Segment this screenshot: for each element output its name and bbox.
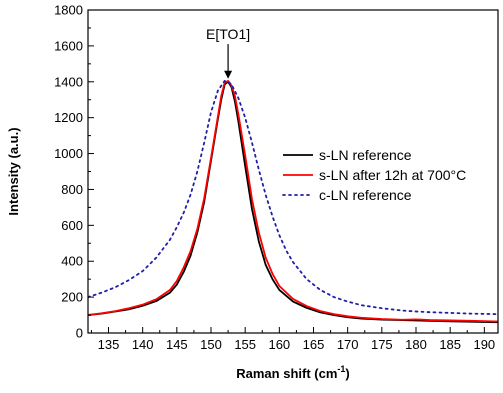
y-axis-title: Intensity (a.u.) [6,127,21,215]
x-tick-label: 135 [98,337,120,352]
series-line-2 [88,79,498,323]
x-tick-label: 165 [303,337,325,352]
y-ticks: 0 200 400 600 800 1000 1200 1400 1600 1800 [54,3,94,341]
y-tick-label: 600 [61,218,83,233]
y-tick-label: 400 [61,254,83,269]
x-tick-label: 140 [132,337,154,352]
peak-annotation-label: E[TO1] [206,26,250,42]
x-axis-title-suffix: ) [345,366,349,381]
series-line-1 [88,80,498,324]
y-tick-label: 1200 [54,110,83,125]
x-tick-label: 185 [439,337,461,352]
series-line-3 [88,79,498,316]
legend: s-LN reference s-LN after 12h at 700°C c-L… [282,147,466,203]
y-tick-label: 0 [76,326,83,341]
y-tick-label: 1000 [54,146,83,161]
x-tick-label: 150 [200,337,222,352]
x-tick-label: 160 [268,337,290,352]
x-tick-label: 190 [473,337,495,352]
y-tick-label: 1400 [54,74,83,89]
x-axis-title-main: Raman shift (cm [236,366,337,381]
curves-layer [88,79,498,324]
x-tick-label: 155 [234,337,256,352]
y-tick-label: 800 [61,182,83,197]
y-tick-label: 1600 [54,38,83,53]
y-tick-label: 1800 [54,3,83,18]
x-tick-label: 145 [166,337,188,352]
x-axis-title: Raman shift (cm-1) [236,364,350,381]
legend-label-1: s-LN reference [319,147,412,163]
y-tick-label: 200 [61,290,83,305]
x-tick-label: 170 [337,337,359,352]
x-axis-title-sup: -1 [337,364,345,374]
x-tick-label: 175 [371,337,393,352]
peak-annotation-arrow-head [224,70,233,79]
annotation: E[TO1] [206,26,250,79]
x-tick-label: 180 [405,337,427,352]
legend-label-2: s-LN after 12h at 700°C [319,167,466,183]
legend-label-3: c-LN reference [319,187,412,203]
x-ticks: 135 140 145 150 155 160 165 170 175 180 185 190 [90,327,495,352]
